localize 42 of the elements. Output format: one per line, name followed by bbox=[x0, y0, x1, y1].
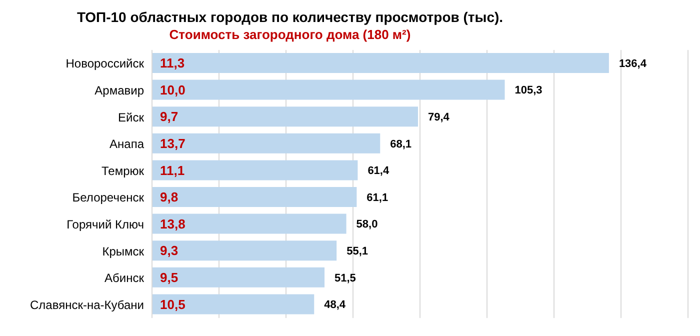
y-tick-label: Абинск bbox=[104, 271, 145, 286]
annotation: 13,7 bbox=[160, 136, 186, 151]
bar bbox=[152, 133, 380, 154]
bar bbox=[152, 294, 314, 314]
y-tick-label: Крымск bbox=[102, 244, 145, 258]
data-label: 68,1 bbox=[390, 138, 412, 150]
bar bbox=[152, 80, 505, 100]
y-tick-label: Ейск bbox=[118, 110, 145, 124]
y-tick-label: Горячий Ключ bbox=[66, 217, 144, 232]
annotation: 13,8 bbox=[160, 216, 186, 232]
y-tick-label: Анапа bbox=[110, 137, 144, 152]
annotation: 9,7 bbox=[160, 109, 178, 124]
annotation: 11,1 bbox=[160, 162, 185, 178]
annotation: 10,5 bbox=[160, 296, 186, 312]
bar bbox=[152, 240, 337, 261]
data-label: 48,4 bbox=[324, 299, 346, 312]
data-label: 58,0 bbox=[356, 218, 378, 231]
annotation: 9,3 bbox=[160, 243, 178, 258]
data-label: 51,5 bbox=[334, 272, 356, 284]
annotation: 10,0 bbox=[160, 82, 186, 98]
data-label: 136,4 bbox=[618, 58, 648, 70]
chart-title: ТОП-10 областных городов по количеству просмотров (тыс). bbox=[76, 8, 504, 26]
y-tick-label: Армавир bbox=[94, 83, 144, 98]
data-label: 61,4 bbox=[368, 165, 390, 178]
annotation: 9,5 bbox=[160, 270, 178, 285]
chart-subtitle: Стоимость загородного дома (180 м²) bbox=[168, 26, 412, 44]
bar bbox=[152, 187, 357, 207]
bar bbox=[152, 214, 346, 234]
annotation: 11,3 bbox=[160, 56, 185, 71]
data-label: 61,1 bbox=[366, 192, 388, 204]
y-tick-label: Темрюк bbox=[101, 164, 145, 178]
y-tick-label: Новороссийск bbox=[66, 56, 145, 71]
data-label: 55,1 bbox=[346, 246, 368, 258]
bar bbox=[152, 53, 609, 73]
y-tick-label: Славянск-на-Кубани bbox=[30, 298, 144, 312]
annotation: 9,8 bbox=[160, 190, 178, 205]
bar bbox=[152, 106, 418, 127]
bar bbox=[152, 267, 325, 288]
y-tick-label: Белореченск bbox=[72, 190, 145, 205]
data-label: 105,3 bbox=[514, 84, 542, 97]
data-label: 79,4 bbox=[428, 112, 450, 124]
bar bbox=[152, 160, 358, 180]
